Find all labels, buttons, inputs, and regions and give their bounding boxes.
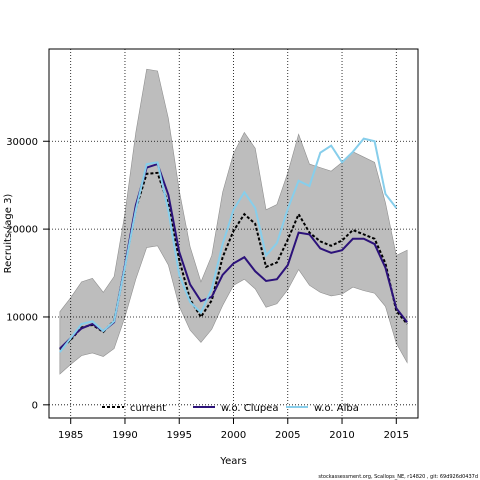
legend-label: w.o. Alba <box>314 403 359 414</box>
x-axis: 1985 1990 1995 2000 2005 2010 2015 <box>58 418 409 441</box>
x-tick-label: 1990 <box>112 430 137 441</box>
series-line-current <box>59 171 408 351</box>
x-tick-label: 1995 <box>167 430 192 441</box>
series-lines <box>59 137 408 353</box>
series-line-wo-alba <box>59 137 398 353</box>
x-tick-label: 2010 <box>329 430 354 441</box>
legend: current w.o. Clupea w.o. Alba <box>102 403 359 414</box>
footer-text: stockassessment.org, Scallops_NE, r14820… <box>318 474 478 480</box>
x-tick-label: 2015 <box>384 430 409 441</box>
y-tick-label: 0 <box>32 400 38 411</box>
y-axis: 0 10000 20000 30000 <box>6 137 49 411</box>
x-tick-label: 2000 <box>221 430 246 441</box>
y-tick-label: 10000 <box>6 312 38 323</box>
y-tick-label: 30000 <box>6 137 38 148</box>
y-tick-label: 20000 <box>6 225 38 236</box>
legend-label: current <box>130 403 166 414</box>
y-axis-title: Recruits (age 3) <box>3 194 14 274</box>
x-axis-title: Years <box>219 456 246 467</box>
legend-label: w.o. Clupea <box>221 403 278 414</box>
x-tick-label: 1985 <box>58 430 83 441</box>
x-tick-label: 2005 <box>275 430 300 441</box>
